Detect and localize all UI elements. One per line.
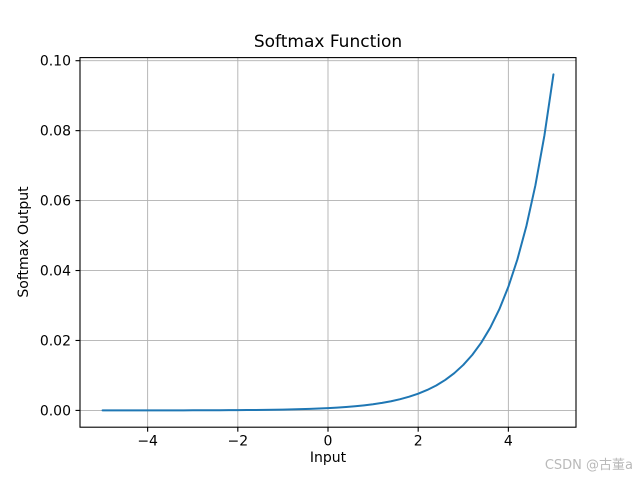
x-tick-label: 0 (324, 434, 333, 450)
x-axis-label: Input (309, 450, 347, 466)
y-tick-label: 0.02 (40, 333, 71, 349)
x-tick-label: 4 (504, 434, 513, 450)
y-tick-label: 0.04 (40, 264, 71, 280)
watermark: CSDN @古董a (544, 458, 633, 473)
y-tick-label: 0.06 (40, 194, 71, 210)
y-tick-label: 0.00 (40, 403, 71, 419)
y-tick-label: 0.08 (40, 124, 71, 140)
x-tick-label: 2 (414, 434, 423, 450)
x-tick-label: −4 (137, 434, 158, 450)
softmax-curve (101, 73, 555, 412)
y-axis-label: Softmax Output (16, 186, 32, 298)
chart-title: Softmax Function (253, 32, 403, 52)
x-tick-label: −2 (227, 434, 248, 450)
y-tick-label: 0.10 (40, 54, 71, 70)
